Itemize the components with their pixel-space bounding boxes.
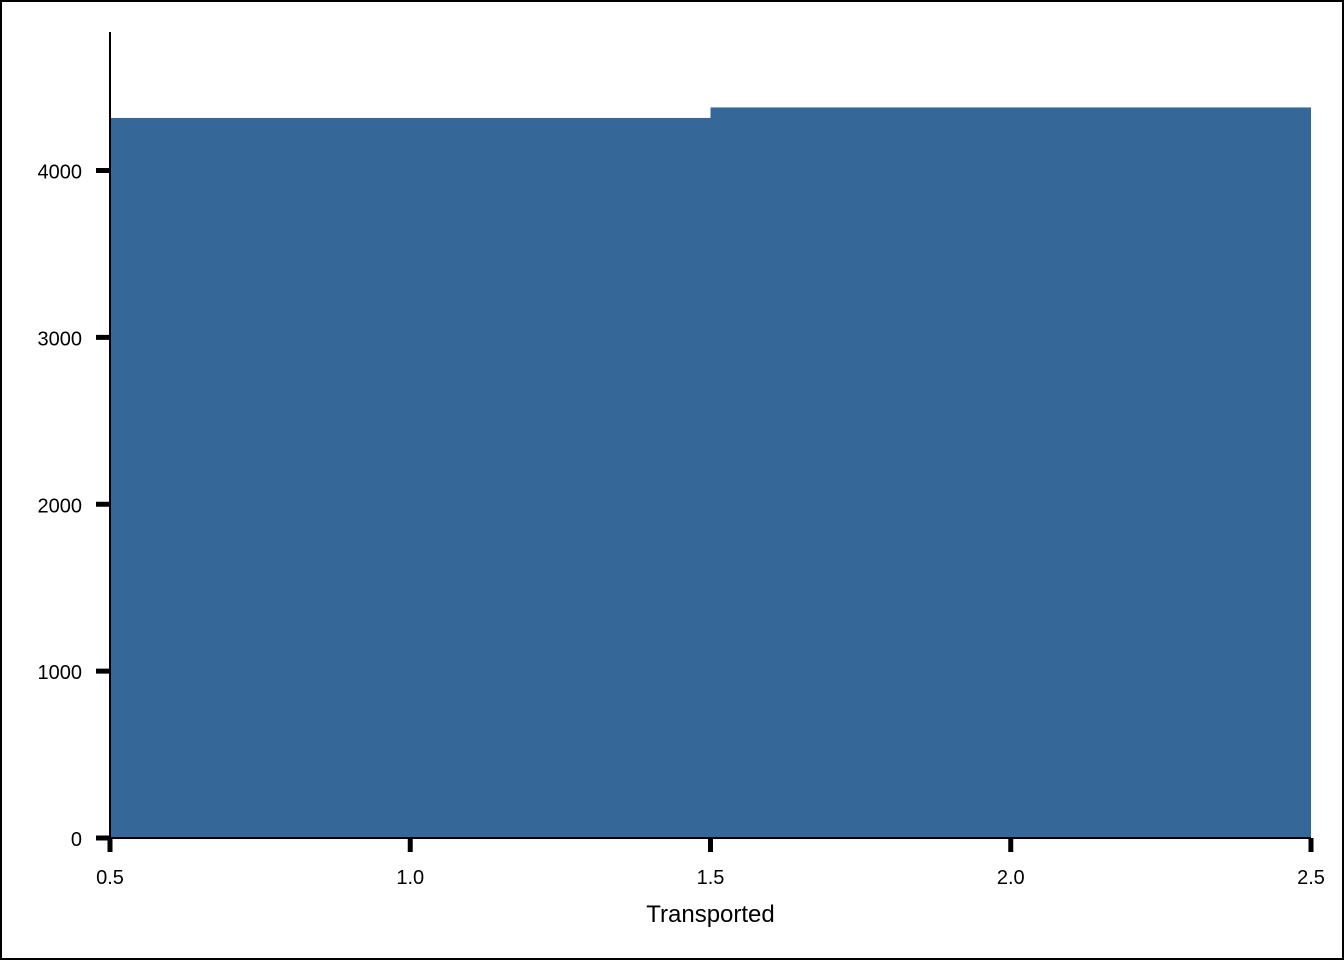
x-tick-label: 2.5 xyxy=(1297,867,1325,889)
bars-group xyxy=(110,107,1311,839)
x-tick-label: 1.0 xyxy=(396,867,424,889)
x-tick-label: 0.5 xyxy=(96,867,124,889)
x-axis-ticks: 0.5 1.0 1.5 2.0 2.5 xyxy=(96,838,1325,889)
x-tick-label: 1.5 xyxy=(697,867,725,889)
y-tick-label: 0 xyxy=(71,829,82,851)
y-axis-ticks: 0 1000 2000 3000 4000 xyxy=(38,162,110,851)
y-tick-label: 4000 xyxy=(38,162,83,184)
y-tick-label: 1000 xyxy=(38,662,83,684)
histogram-bar-1 xyxy=(110,117,711,839)
x-tick-label: 2.0 xyxy=(997,867,1025,889)
y-tick-label: 3000 xyxy=(38,328,83,350)
x-axis-title: Transported xyxy=(646,901,775,928)
y-tick-label: 2000 xyxy=(38,495,83,517)
histogram-bar-2 xyxy=(710,107,1311,838)
